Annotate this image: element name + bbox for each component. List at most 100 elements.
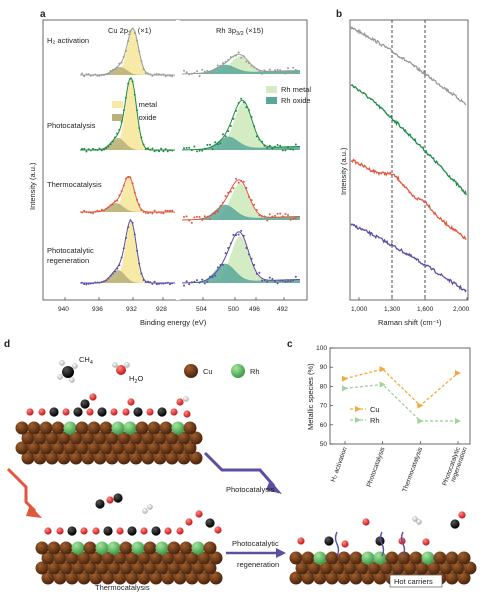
oxygen-atom <box>341 540 349 548</box>
rh-spectra <box>182 51 300 287</box>
cu-point-h2 <box>166 74 169 77</box>
cu-atom <box>39 421 53 435</box>
cu-atom <box>65 551 79 565</box>
cu-point-regen <box>153 280 156 283</box>
oxygen-atom <box>185 518 193 526</box>
cu-spectra <box>80 27 175 286</box>
cu-point-photo <box>129 77 132 80</box>
series-line-cu <box>344 368 459 407</box>
cu-atom <box>51 421 65 435</box>
panel-d: d CH4 H2O Cu Rh Photocatalysis <box>4 339 477 592</box>
cu-atom <box>457 551 471 565</box>
rh-point-thermo <box>206 215 209 218</box>
rh-point-thermo <box>240 180 243 182</box>
cu-point-photo <box>87 148 90 151</box>
cu-point-thermo <box>100 208 103 211</box>
cu-atom <box>391 561 405 575</box>
cu-point-thermo <box>125 177 127 180</box>
rh-point-h2 <box>276 68 279 71</box>
rh-point-thermo <box>235 177 237 180</box>
hydrogen-atom <box>147 504 153 510</box>
c-xtick-label: Thermocatalysis <box>401 446 424 494</box>
cu-point-regen <box>171 282 174 285</box>
cu-point-photo <box>138 127 141 129</box>
cu-point-photo <box>162 150 165 153</box>
cu-atom <box>161 571 175 585</box>
cu-point-regen <box>120 256 123 259</box>
cu-point-photo <box>158 150 160 153</box>
cu-atom <box>125 571 139 585</box>
ch4-label: CH4 <box>79 355 93 366</box>
cu-point-photo <box>105 147 108 150</box>
cu-point-thermo <box>153 209 156 212</box>
carbon-atom <box>95 499 105 509</box>
cu-point-photo <box>127 82 130 85</box>
carbon-atom <box>127 526 137 536</box>
oxygen-atom <box>110 408 118 416</box>
cu-point-photo <box>122 109 125 112</box>
cu-metal-peak-regen <box>80 222 175 283</box>
cu-atom <box>135 421 149 435</box>
cu-point-thermo <box>96 209 99 212</box>
cu-atom <box>409 551 423 565</box>
cu-point-thermo <box>151 212 154 215</box>
cu-point-h2 <box>129 30 132 32</box>
cu-point-regen <box>96 281 99 284</box>
cu-point-regen <box>105 279 108 282</box>
cu-point-h2 <box>164 75 167 78</box>
rh-atom <box>123 421 137 435</box>
hydrogen-atom <box>183 396 189 402</box>
cu-atom <box>111 441 125 455</box>
rh-point-regen <box>268 276 271 279</box>
rh-point-photo <box>258 138 261 141</box>
cu-atom <box>75 421 89 435</box>
rh-point-h2 <box>258 70 261 73</box>
hydrogen-atom <box>416 519 422 525</box>
legend-rh-text: Rh <box>370 416 380 425</box>
cu-point-photo <box>94 148 97 151</box>
cu-point-regen <box>83 283 86 286</box>
rh-point-photo <box>289 148 292 151</box>
cu-point-h2 <box>105 73 108 76</box>
cu-point-thermo <box>89 211 92 214</box>
cu-atom <box>89 571 103 585</box>
cu-atom <box>47 561 61 575</box>
rh-point-thermo <box>258 214 261 217</box>
cu-point-thermo <box>114 200 116 203</box>
cu-atom <box>71 561 85 575</box>
cu-point-photo <box>142 143 145 146</box>
cu-atom <box>113 571 127 585</box>
cu-point-h2 <box>100 73 103 76</box>
rh-point-photo <box>268 144 271 147</box>
rh-point-thermo <box>279 212 282 215</box>
cu-point-h2 <box>153 73 156 76</box>
carbon-atom <box>103 526 113 536</box>
rh-point-h2 <box>242 55 245 58</box>
cu-atom <box>129 431 143 445</box>
cu-atom <box>35 541 49 555</box>
rh-point-thermo <box>268 213 271 216</box>
cu-point-regen <box>136 249 138 252</box>
cu-point-thermo <box>138 203 141 206</box>
rh-point-thermo <box>281 215 284 218</box>
cu-atom <box>41 571 55 585</box>
rh-metal-legend: Rh metal <box>281 85 311 94</box>
rh-point-thermo <box>248 195 250 198</box>
rh-point-regen <box>232 233 235 236</box>
rh-point-photo <box>229 125 232 127</box>
rh-point-h2 <box>287 67 289 70</box>
panel-c-frame <box>329 347 471 445</box>
cu-point-regen <box>125 236 127 239</box>
cu-atom <box>141 431 155 445</box>
cu-atom <box>373 571 387 585</box>
cu-atom <box>203 541 217 555</box>
rh-point-regen <box>201 278 204 281</box>
cu-atom <box>167 561 181 575</box>
cu-point-regen <box>164 282 167 285</box>
cu-atom <box>167 541 181 555</box>
slab-initial <box>15 421 203 465</box>
cu-point-thermo <box>85 211 88 213</box>
cu-point-photo <box>107 145 110 148</box>
rh-point-photo <box>183 147 185 150</box>
rh-point-photo <box>245 106 248 109</box>
